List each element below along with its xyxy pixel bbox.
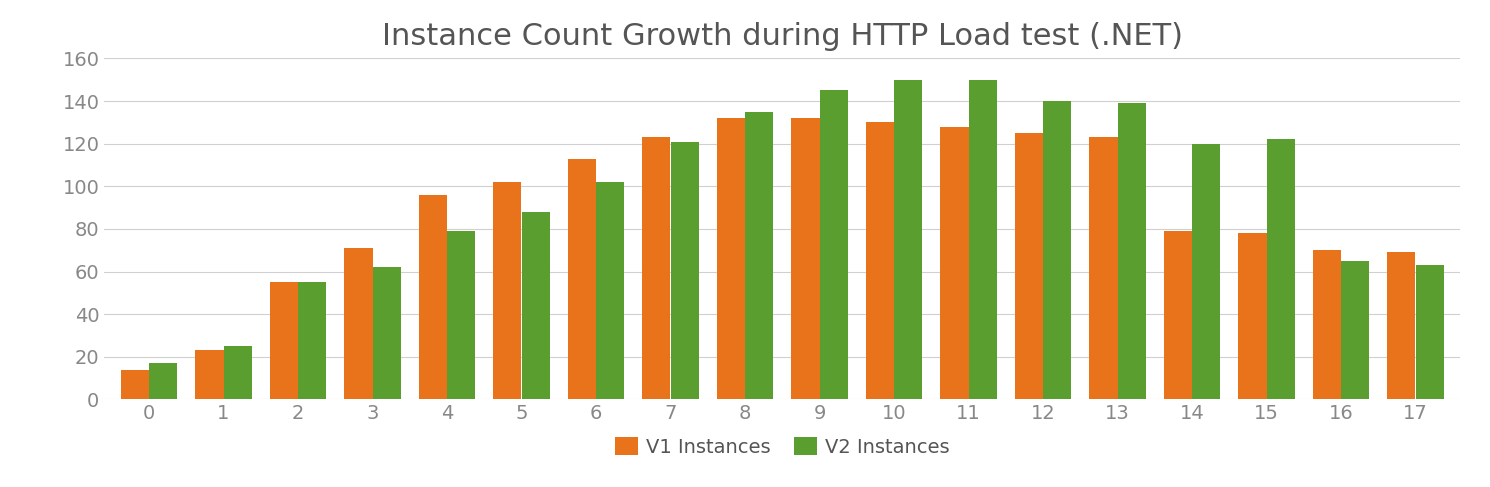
- Bar: [1416, 265, 1444, 399]
- Bar: [1043, 101, 1071, 399]
- Legend: V1 Instances, V2 Instances: V1 Instances, V2 Instances: [606, 430, 958, 465]
- Bar: [522, 212, 550, 399]
- Bar: [866, 122, 894, 399]
- Bar: [642, 137, 670, 399]
- Bar: [1192, 144, 1220, 399]
- Bar: [968, 80, 997, 399]
- Bar: [149, 363, 177, 399]
- Bar: [940, 127, 969, 399]
- Bar: [1387, 252, 1416, 399]
- Bar: [270, 282, 298, 399]
- Bar: [1015, 133, 1043, 399]
- Bar: [670, 142, 699, 399]
- Bar: [1089, 137, 1118, 399]
- Bar: [224, 346, 252, 399]
- Bar: [344, 248, 372, 399]
- Bar: [1341, 261, 1369, 399]
- Bar: [717, 118, 745, 399]
- Bar: [493, 182, 521, 399]
- Bar: [820, 91, 848, 399]
- Bar: [1266, 139, 1295, 399]
- Bar: [791, 118, 820, 399]
- Bar: [372, 267, 401, 399]
- Bar: [568, 159, 596, 399]
- Bar: [1313, 250, 1341, 399]
- Bar: [1118, 103, 1146, 399]
- Bar: [419, 195, 447, 399]
- Title: Instance Count Growth during HTTP Load test (.NET): Instance Count Growth during HTTP Load t…: [381, 21, 1183, 51]
- Bar: [447, 231, 475, 399]
- Bar: [1164, 231, 1192, 399]
- Bar: [745, 112, 773, 399]
- Bar: [1238, 233, 1266, 399]
- Bar: [596, 182, 624, 399]
- Bar: [894, 80, 922, 399]
- Bar: [298, 282, 326, 399]
- Bar: [121, 370, 149, 399]
- Bar: [195, 350, 223, 399]
